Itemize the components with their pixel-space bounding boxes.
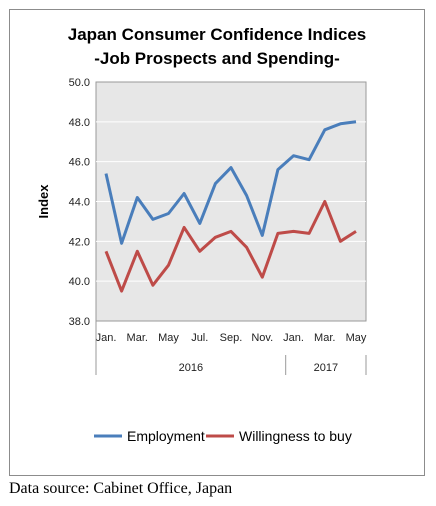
x-tick-label: Jan. [283, 332, 304, 344]
y-tick-label: 44.0 [69, 197, 90, 209]
y-tick-label: 42.0 [69, 236, 90, 248]
x-tick-label: Jan. [96, 332, 117, 344]
year-label: 2017 [314, 362, 338, 374]
series-line-willingness-to-buy [104, 200, 357, 293]
y-tick-label: 38.0 [69, 316, 90, 328]
series-line-employment [104, 120, 357, 245]
x-tick-label: May [346, 332, 367, 344]
line-chart: 50.0 48.0 46.0 44.0 42.0 40.0 38.0 Index Jan. Mar… [36, 77, 367, 444]
y-tick-label: 46.0 [69, 157, 90, 169]
y-axis-label: Index [36, 184, 51, 219]
y-tick-label: 40.0 [69, 276, 90, 288]
x-tick-label: Sep. [220, 332, 243, 344]
chart-subtitle: -Job Prospects and Spending- [94, 49, 340, 68]
chart-title: Japan Consumer Confidence Indices [67, 25, 367, 44]
year-label: 2016 [179, 362, 203, 374]
data-source-note: Data source: Cabinet Office, Japan [9, 480, 233, 497]
chart-frame: Japan Consumer Confidence Indices -Job P… [9, 9, 425, 476]
x-tick-label: May [158, 332, 179, 344]
x-tick-label: Jul. [191, 332, 208, 344]
y-tick-label: 48.0 [69, 117, 90, 129]
y-tick-label: 50.0 [69, 77, 90, 89]
x-tick-label: Mar. [314, 332, 335, 344]
x-tick-label: Mar. [127, 332, 148, 344]
legend-label: Employment [127, 428, 205, 444]
x-tick-label: Nov. [251, 332, 273, 344]
legend-label: Willingness to buy [239, 428, 352, 444]
